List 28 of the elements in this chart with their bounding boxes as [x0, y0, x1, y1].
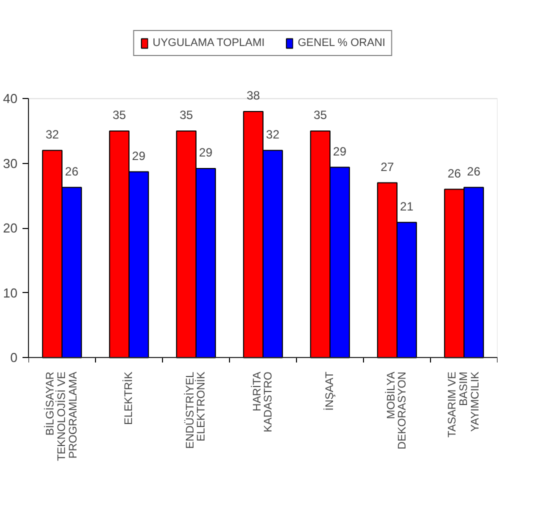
data-label: 29 [333, 144, 347, 158]
data-label: 29 [132, 148, 146, 163]
data-label: 29 [199, 146, 213, 160]
data-label: 32 [46, 127, 60, 142]
data-label: 26 [448, 166, 462, 180]
y-tick-label: 30 [3, 156, 18, 171]
x-tick-label: İNŞAAT [323, 371, 336, 411]
data-label: 38 [246, 88, 260, 103]
data-label: 27 [380, 160, 394, 174]
x-tick-label: BİLGİSAYAR TEKNOLOJİSİ VE PROGRAMLAMA [44, 371, 80, 461]
y-tick-label: 0 [10, 350, 18, 366]
data-label: 35 [314, 108, 328, 122]
y-tick-label: 40 [3, 91, 18, 106]
y-tick-label: 20 [3, 220, 18, 236]
data-label: 35 [180, 108, 194, 122]
x-tick-label: ELEKTRİK [122, 371, 135, 425]
x-tick-label: TASARIM VE BASIM YAYIMCILIK [446, 371, 482, 438]
data-label: 26 [65, 164, 79, 178]
data-label: 21 [400, 199, 414, 214]
x-tick-label: HARİTA KADASTRO [250, 371, 275, 432]
y-tick-label: 10 [3, 285, 18, 300]
x-tick-label: ENDÜSTRİYEL ELEKTRONİK [183, 371, 208, 449]
data-label: 35 [112, 108, 126, 122]
x-tick-label: MOBİLYA DEKORASYON [384, 371, 409, 450]
legend-label: UYGULAMA TOPLAMI [152, 37, 265, 49]
legend-label: GENEL % ORANI [298, 37, 386, 49]
data-label: 26 [467, 164, 481, 178]
data-label: 32 [266, 127, 280, 142]
